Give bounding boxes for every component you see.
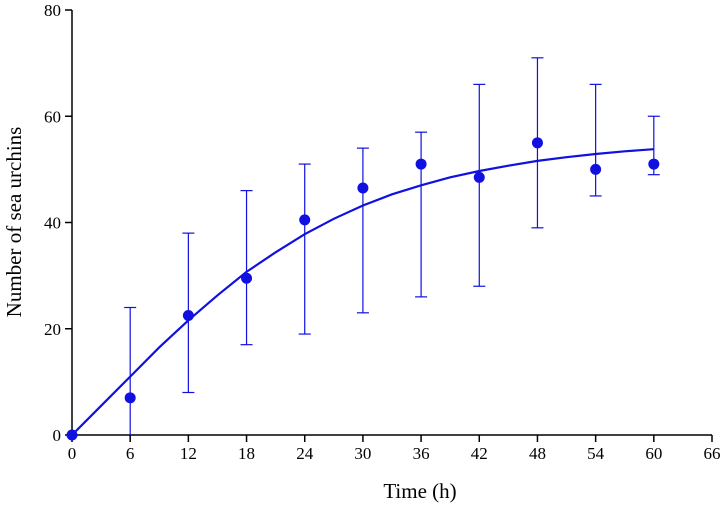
x-tick-label: 48 [529,444,546,463]
x-tick-label: 60 [645,444,662,463]
data-point [357,182,369,194]
error-bar [415,131,428,298]
x-ticks: 0 6 12 18 24 30 36 42 48 54 60 66 [68,435,721,463]
data-point [299,214,311,226]
x-tick-label: 66 [704,444,721,463]
y-ticks: 0 20 40 60 80 [44,1,72,445]
y-tick-label: 20 [44,320,61,339]
error-bar [298,163,311,335]
x-tick-label: 54 [587,444,605,463]
error-bar [356,147,369,314]
data-point [66,429,78,441]
data-point [590,163,602,175]
y-tick-label: 60 [44,107,61,126]
y-axis-title: Number of sea urchins [2,127,26,318]
fit-curve [71,148,654,436]
data-point [648,158,660,170]
error-bar [240,190,253,346]
axes: 0 6 12 18 24 30 36 42 48 54 60 66 0 20 40 60 80 [44,1,721,463]
y-tick-label: 80 [44,1,61,20]
x-tick-label: 24 [296,444,314,463]
data-point [415,158,427,170]
data-point [124,392,136,404]
x-tick-label: 42 [471,444,488,463]
x-tick-label: 6 [126,444,135,463]
y-tick-label: 40 [44,214,61,233]
x-tick-label: 30 [354,444,371,463]
data-point [531,137,543,149]
data-point [473,171,485,183]
x-tick-label: 12 [180,444,197,463]
data-points [66,137,660,441]
error-bar [589,83,602,197]
y-tick-label: 0 [53,426,62,445]
x-tick-label: 36 [413,444,430,463]
data-point [241,272,253,284]
error-bar [473,83,486,287]
data-point [182,309,194,321]
error-bars [124,57,660,435]
x-tick-label: 0 [68,444,77,463]
x-tick-label: 18 [238,444,255,463]
error-bar [124,306,137,435]
x-axis-title: Time (h) [383,479,456,503]
